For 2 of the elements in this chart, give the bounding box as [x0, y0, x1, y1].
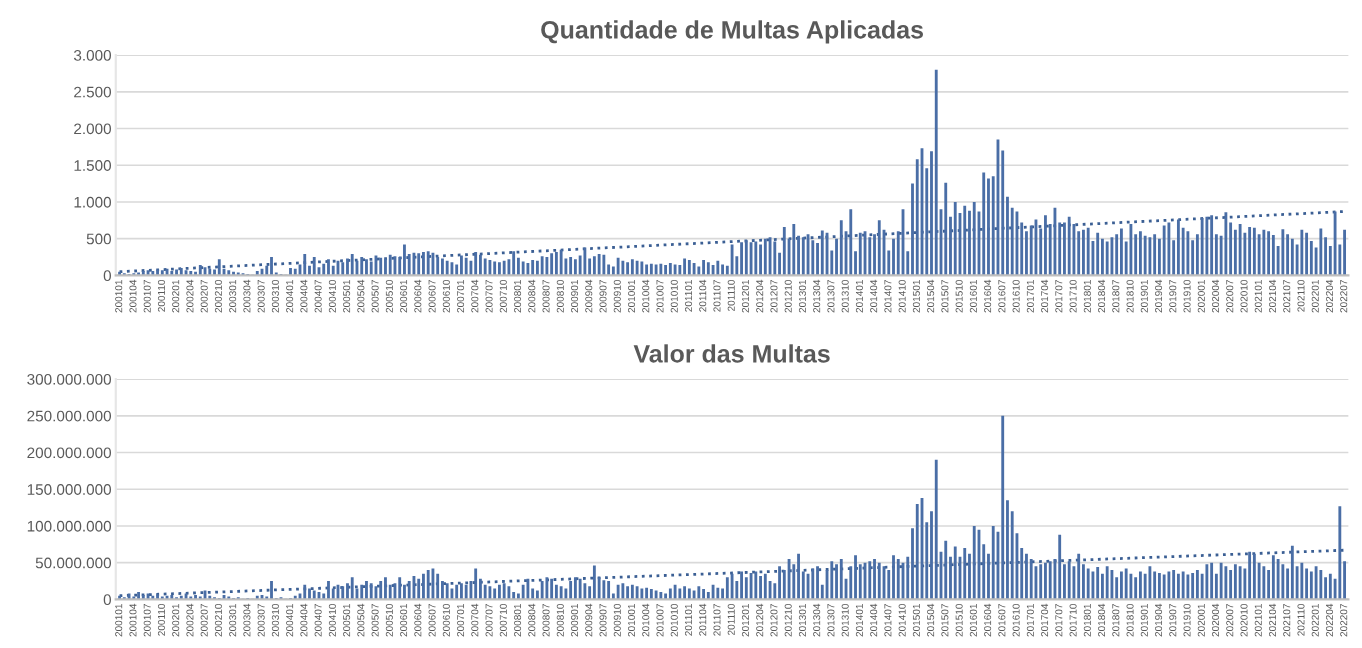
- chart-title: Quantidade de Multas Aplicadas: [541, 20, 923, 44]
- chart-title: Valor das Multas: [633, 344, 830, 363]
